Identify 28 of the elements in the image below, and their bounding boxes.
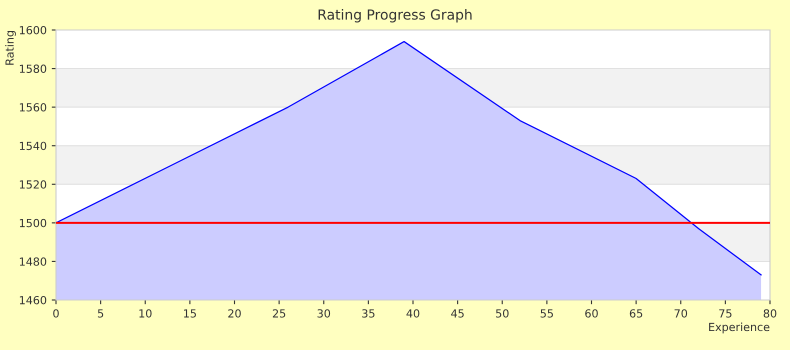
x-tick-label: 60	[585, 309, 598, 318]
x-tick-label: 65	[630, 309, 642, 318]
x-tick-label: 0	[53, 309, 59, 318]
y-axis-title: Rating	[5, 31, 16, 65]
x-tick-label: 25	[272, 309, 286, 318]
x-tick-label: 80	[764, 309, 776, 318]
x-tick-label: 75	[719, 309, 732, 318]
x-tick-label: 30	[318, 309, 330, 318]
y-tick-label: 1580	[20, 64, 46, 73]
y-tick-label: 1500	[20, 218, 46, 228]
x-tick-label: 15	[184, 309, 196, 318]
x-tick-label: 5	[98, 309, 104, 318]
x-tick-label: 70	[674, 309, 688, 318]
x-axis-title: Experience	[709, 322, 770, 334]
y-tick-label: 1600	[20, 26, 46, 34]
y-tick-label: 1460	[20, 296, 46, 304]
y-tick-label: 1520	[20, 180, 46, 189]
y-tick-label: 1540	[20, 142, 46, 150]
x-tick-label: 35	[362, 309, 374, 318]
x-tick-label: 50	[496, 309, 509, 318]
x-tick-label: 55	[540, 309, 553, 318]
y-tick-label: 1560	[20, 103, 46, 112]
x-tick-label: 10	[139, 309, 152, 318]
x-tick-label: 20	[228, 309, 241, 318]
y-tick-label: 1480	[20, 257, 46, 266]
x-tick-label: 40	[406, 309, 420, 318]
x-tick-label: 45	[451, 309, 464, 318]
chart-title: Rating Progress Graph	[318, 9, 472, 22]
